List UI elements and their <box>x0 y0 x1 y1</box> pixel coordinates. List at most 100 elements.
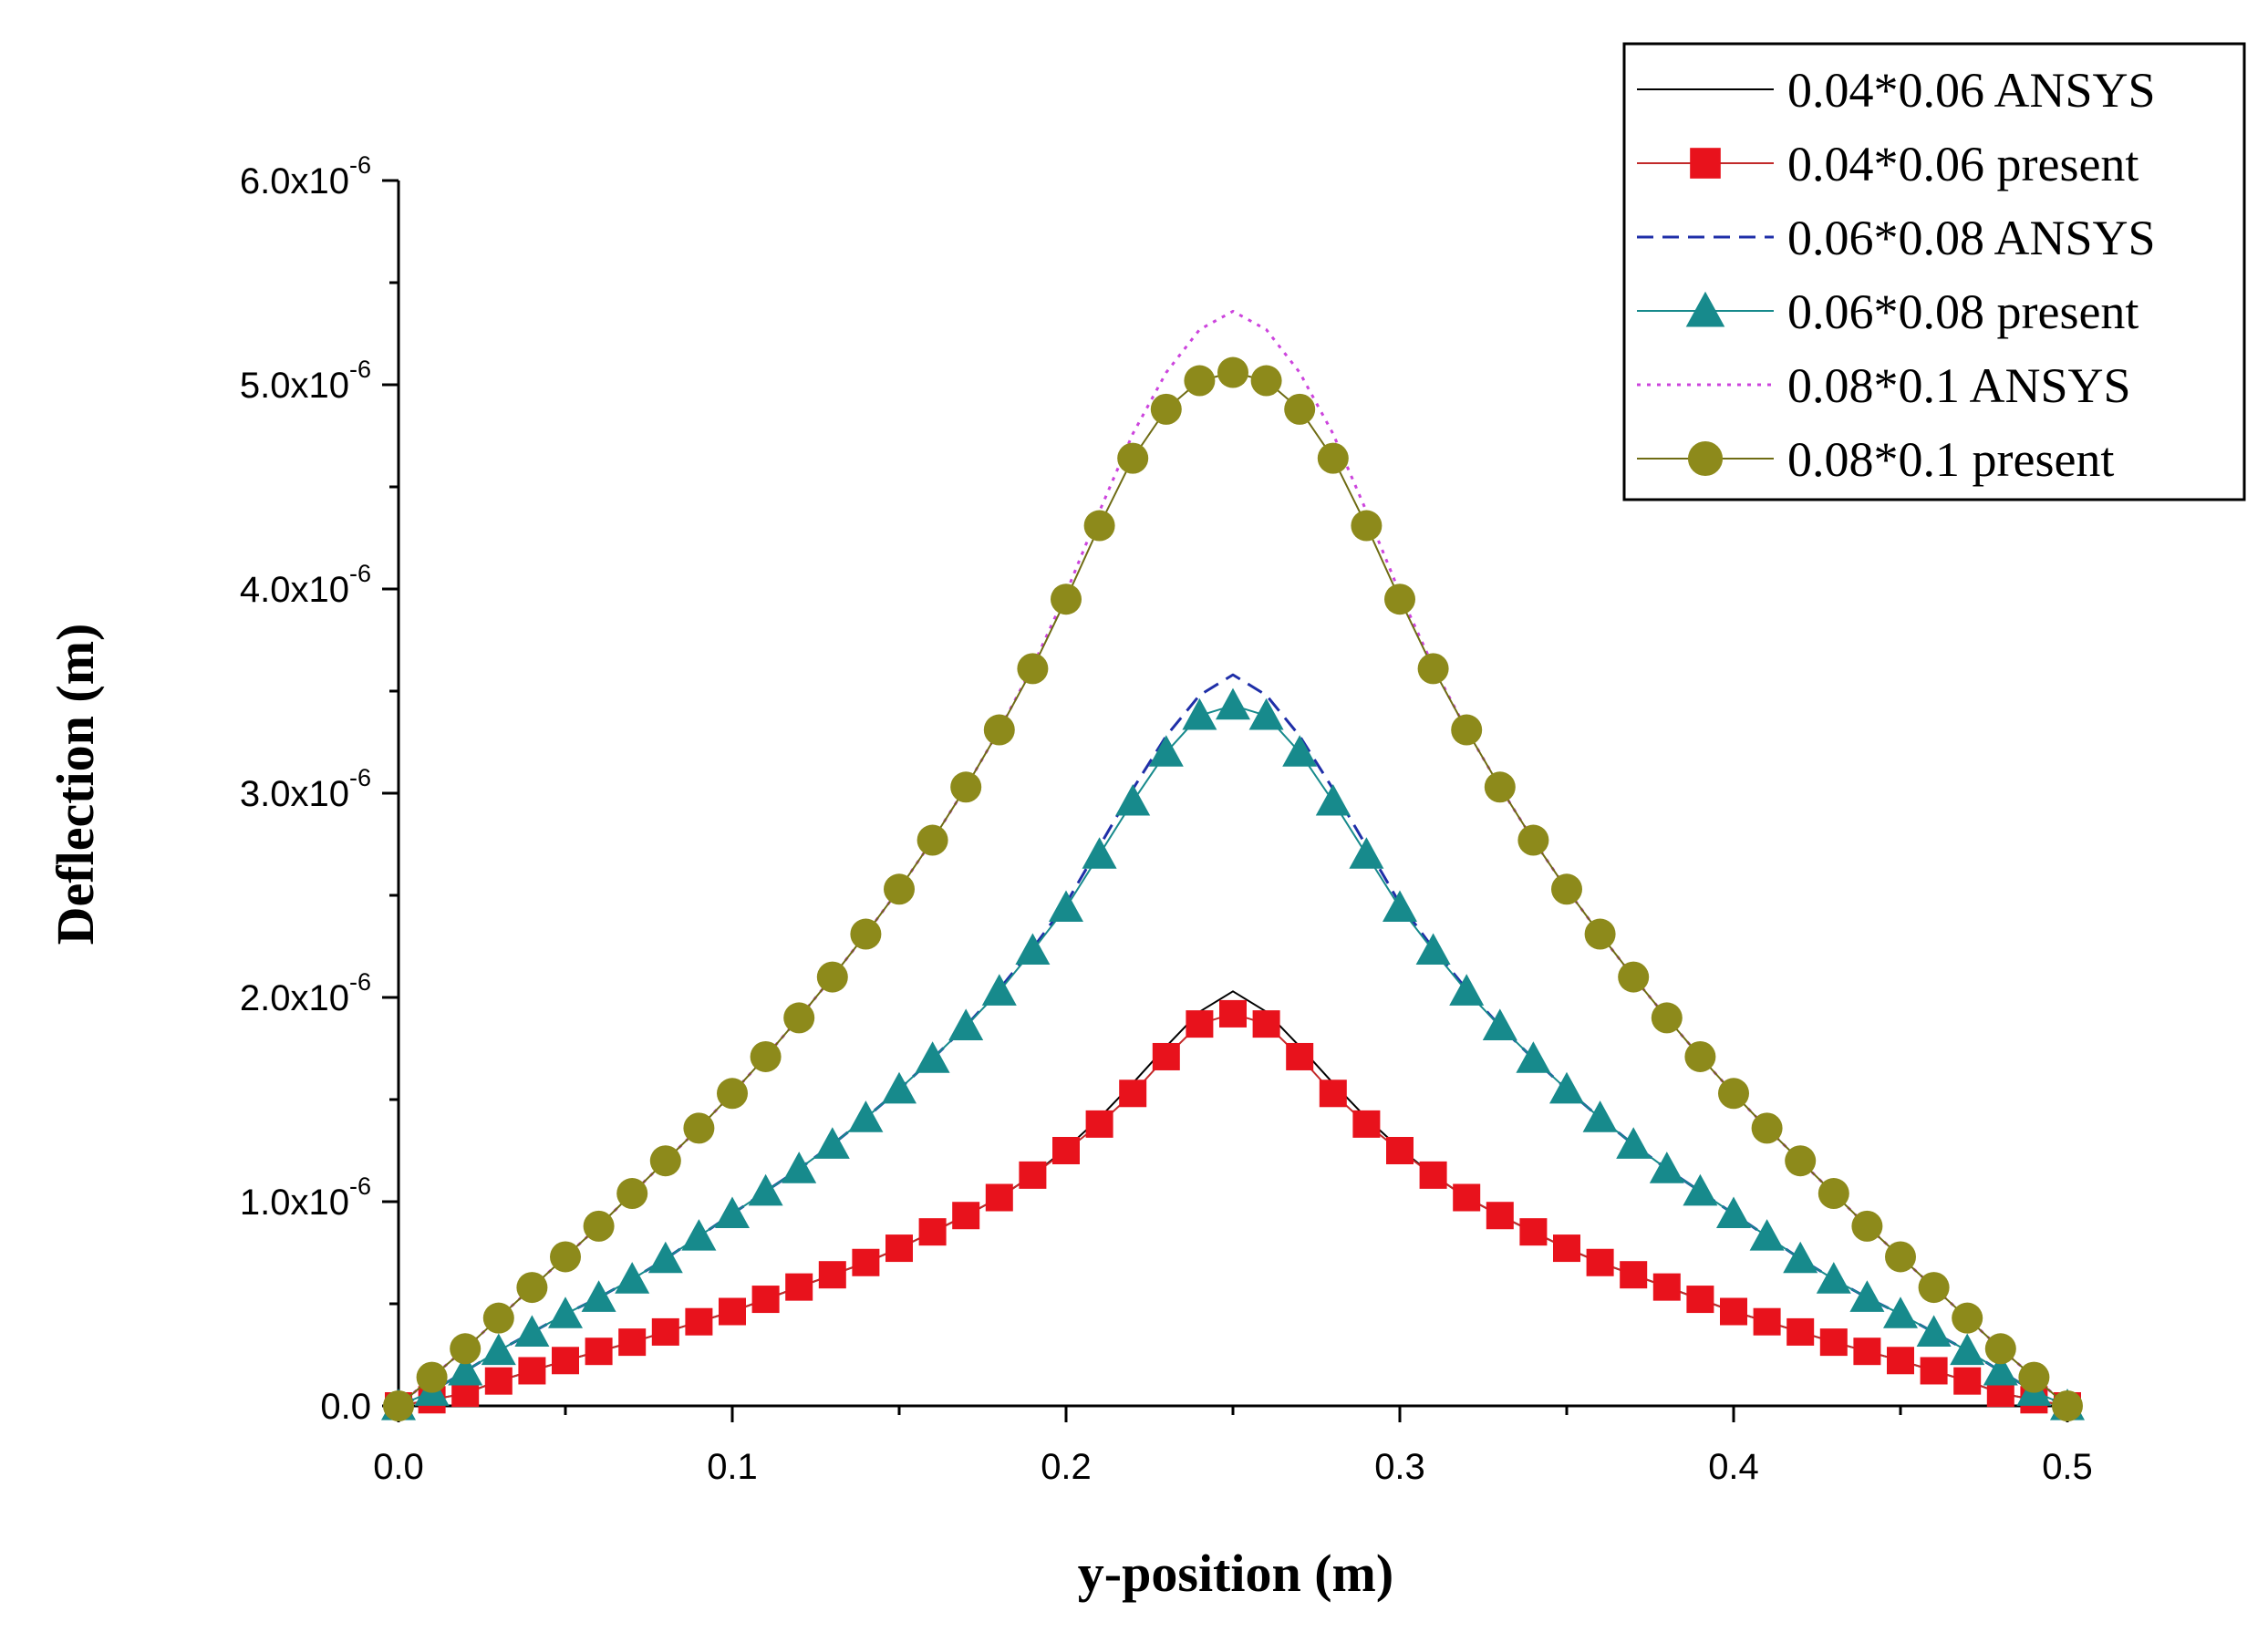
data-point <box>918 1218 947 1246</box>
plot-series <box>381 309 2085 1421</box>
data-point <box>1453 1183 1481 1212</box>
legend-label: 0.04*0.06 ANSYS <box>1787 63 2156 118</box>
legend-label: 0.08*0.1 ANSYS <box>1787 358 2131 413</box>
data-point <box>1082 837 1117 869</box>
series-5 <box>383 356 2083 1421</box>
data-point <box>782 1152 817 1183</box>
data-point <box>1851 1210 1883 1242</box>
data-point <box>1783 1241 1818 1274</box>
x-tick-label: 0.4 <box>1708 1447 1759 1487</box>
y-tick-label: 6.0x10-6 <box>240 151 371 201</box>
legend-marker <box>1687 440 1724 477</box>
x-tick-label: 0.0 <box>373 1447 424 1487</box>
data-point <box>1486 1202 1514 1230</box>
data-point <box>952 1202 980 1230</box>
legend-label: 0.06*0.08 present <box>1787 284 2139 339</box>
data-point <box>1818 1178 1849 1210</box>
data-point <box>685 1307 713 1336</box>
series-2 <box>398 673 2068 1408</box>
data-point <box>1582 1100 1618 1132</box>
data-point <box>616 1178 648 1210</box>
data-point <box>1451 714 1483 746</box>
x-tick-label: 0.1 <box>707 1447 758 1487</box>
data-point <box>1517 824 1549 856</box>
data-point <box>681 1219 717 1251</box>
data-point <box>814 1127 850 1159</box>
data-point <box>750 1040 782 1072</box>
data-point <box>647 1241 683 1274</box>
data-point <box>1751 1112 1783 1144</box>
data-point <box>1816 1262 1851 1294</box>
y-axis-title: Deflection (m) <box>46 624 105 945</box>
data-point <box>1415 933 1451 966</box>
legend-entry-2: 0.06*0.08 ANSYS <box>1637 211 2156 265</box>
series-line <box>398 371 2068 1407</box>
data-point <box>1184 365 1216 397</box>
data-point <box>1716 1196 1751 1229</box>
data-point <box>618 1328 647 1357</box>
data-point <box>884 873 915 905</box>
data-point <box>1352 1110 1381 1138</box>
legend-entry-1: 0.04*0.06 present <box>1637 137 2139 191</box>
data-point <box>1317 442 1349 474</box>
data-point <box>1484 771 1516 803</box>
legend-marker <box>1685 291 1725 327</box>
data-point <box>1950 1333 1985 1366</box>
data-point <box>715 1196 750 1229</box>
data-point <box>1315 783 1351 816</box>
data-point <box>1049 890 1083 923</box>
series-line <box>398 704 2068 1407</box>
data-point <box>1017 653 1049 685</box>
data-point <box>950 771 982 803</box>
data-point <box>1351 510 1383 542</box>
series-line <box>398 1012 2068 1407</box>
data-point <box>1584 918 1616 950</box>
data-point <box>1984 1333 2016 1365</box>
data-point <box>915 1041 950 1073</box>
data-point <box>1885 1241 1916 1273</box>
data-point <box>1953 1367 1982 1395</box>
data-point <box>1516 1041 1551 1073</box>
data-point <box>683 1112 715 1144</box>
data-point <box>1686 1286 1714 1314</box>
legend-box <box>1622 42 2246 501</box>
data-point <box>1182 697 1217 730</box>
data-point <box>783 1002 815 1034</box>
data-point <box>1749 1219 1785 1251</box>
data-point <box>1916 1315 1952 1347</box>
data-point <box>1785 1145 1817 1177</box>
data-point <box>550 1241 581 1273</box>
series-4 <box>398 309 2068 1408</box>
data-point <box>1786 1317 1815 1346</box>
data-point <box>852 1248 880 1276</box>
data-point <box>1482 1008 1517 1040</box>
data-point <box>448 1353 483 1386</box>
data-point <box>848 1100 884 1132</box>
data-point <box>649 1145 681 1177</box>
data-point <box>1718 1078 1749 1110</box>
x-tick-label: 0.2 <box>1041 1447 1092 1487</box>
data-point <box>450 1333 482 1365</box>
data-point <box>751 1286 780 1314</box>
data-point <box>1551 873 1582 905</box>
data-point <box>484 1367 513 1395</box>
y-tick-label: 1.0x10-6 <box>240 1172 371 1223</box>
data-point <box>383 1390 414 1421</box>
data-point <box>1115 783 1151 816</box>
data-point <box>1083 510 1115 542</box>
data-point <box>882 1071 917 1104</box>
legend-entry-5: 0.08*0.1 present <box>1637 432 2114 487</box>
data-point <box>1887 1347 1914 1375</box>
data-point <box>1219 999 1247 1028</box>
series-line <box>398 309 2068 1408</box>
legend-entry-0: 0.04*0.06 ANSYS <box>1637 63 2156 118</box>
legend-label: 0.04*0.06 present <box>1787 137 2139 191</box>
data-point <box>1684 1040 1716 1072</box>
data-point <box>1849 1280 1885 1312</box>
data-point <box>1282 735 1318 767</box>
data-point <box>1284 393 1316 425</box>
data-point <box>548 1296 583 1328</box>
x-axis-title: y-position (m) <box>1078 1544 1393 1603</box>
data-point <box>585 1338 613 1366</box>
data-point <box>1117 442 1149 474</box>
